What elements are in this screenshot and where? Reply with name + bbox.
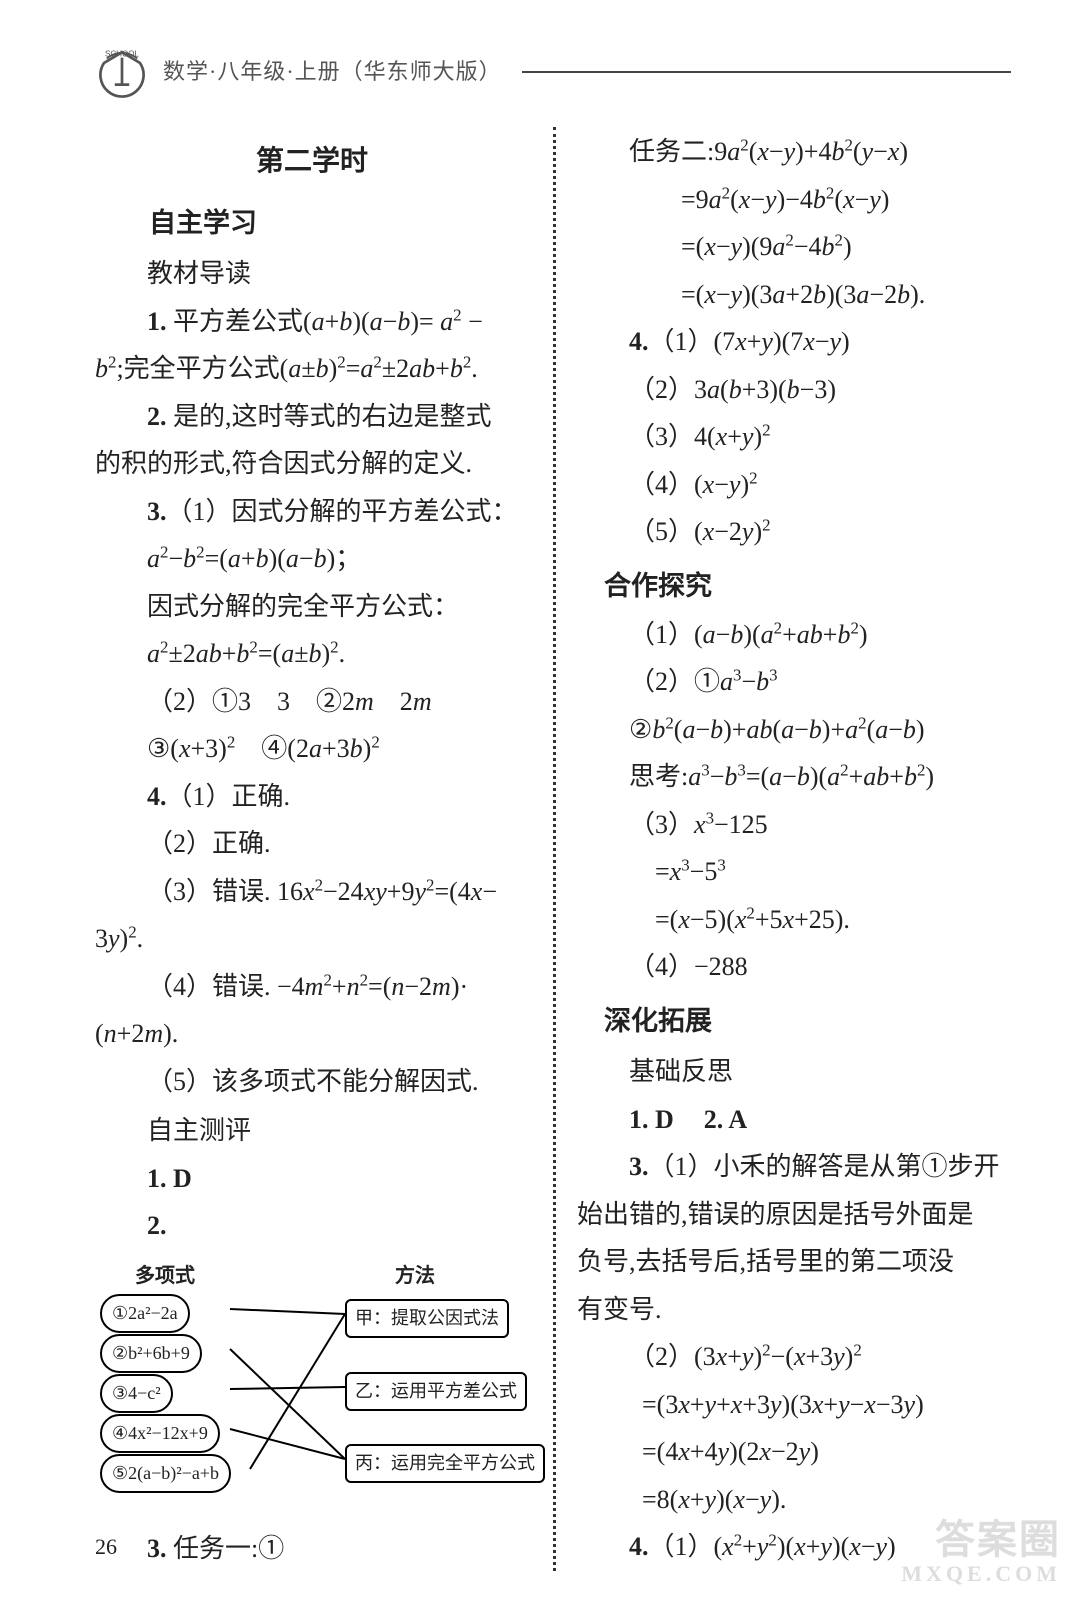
coop-3a: （3）x3−125 [577, 802, 1011, 848]
heading-textbook-guide: 教材导读 [95, 251, 529, 297]
selftest-1: 1. D [95, 1156, 529, 1202]
reflect-12: 1. D2. A [577, 1097, 1011, 1143]
item-3-34: ③(x+3)2 ④(2a+3b)2 [95, 726, 529, 772]
page: SCHOOL 数学·八年级·上册（华东师大版） 第二学时 自主学习 教材导读 1… [0, 0, 1081, 1600]
item-3-1: 3.（1）因式分解的平方差公式： [95, 489, 529, 535]
page-header: SCHOOL 数学·八年级·上册（华东师大版） [95, 45, 1011, 99]
task2-line1: 任务二:9a2(x−y)+4b2(y−x) [577, 129, 1011, 175]
task2-line2: =9a2(x−y)−4b2(x−y) [577, 177, 1011, 223]
item-4-2: （2）正确. [95, 821, 529, 867]
right-column: 任务二:9a2(x−y)+4b2(y−x) =9a2(x−y)−4b2(x−y)… [553, 127, 1011, 1571]
reflect-3g: =(4x+4y)(2x−2y) [577, 1429, 1011, 1475]
coop-3c: =(x−5)(x2+5x+25). [577, 897, 1011, 943]
column-divider [553, 127, 556, 1571]
method-1: 甲：提取公因式法 [345, 1299, 509, 1339]
left-column: 第二学时 自主学习 教材导读 1. 平方差公式(a+b)(a−b)= a2 − … [95, 127, 553, 1571]
item-4-3a: （3）错误. 16x2−24xy+9y2=(4x− [95, 869, 529, 915]
header-rule [522, 71, 1011, 73]
item-4-5: （5）该多项式不能分解因式. [95, 1059, 529, 1105]
reflect-3e: （2）(3x+y)2−(x+3y)2 [577, 1334, 1011, 1380]
heading-self-test: 自主测评 [95, 1108, 529, 1154]
diagram-right-header: 方法 [395, 1259, 435, 1294]
item-1-line2: b2;完全平方公式(a±b)2=a2±2ab+b2. [95, 346, 529, 392]
heading-basic-reflect: 基础反思 [577, 1049, 1011, 1095]
poly-5: ⑤2(a−b)²−a+b [100, 1454, 231, 1494]
watermark: 答案圈 MXQE.COM [901, 1518, 1061, 1586]
coop-2b: ②b2(a−b)+ab(a−b)+a2(a−b) [577, 707, 1011, 753]
reflect-3f: =(3x+y+x+3y)(3x+y−x−3y) [577, 1382, 1011, 1428]
heading-deepen: 深化拓展 [577, 998, 1011, 1045]
r4-4: （4）(x−y)2 [577, 462, 1011, 508]
matching-diagram: 多项式 方法 ①2a²−2a ②b²+6b+9 ③4−c² ④4x²−12x+9… [95, 1259, 525, 1524]
r4-2: （2）3a(b+3)(b−3) [577, 367, 1011, 413]
coop-1: （1）(a−b)(a2+ab+b2) [577, 612, 1011, 658]
poly-1: ①2a²−2a [100, 1294, 190, 1334]
poly-3: ③4−c² [100, 1374, 173, 1414]
formula-diff-squares: a2−b2=(a+b)(a−b)； [95, 536, 529, 582]
task2-line3: =(x−y)(9a2−4b2) [577, 224, 1011, 270]
item-3-2: （2）①3 3 ②2m 2m [95, 679, 529, 725]
lesson-title: 第二学时 [95, 137, 529, 186]
coop-2c: 思考:a3−b3=(a−b)(a2+ab+b2) [577, 754, 1011, 800]
reflect-3b: 始出错的,错误的原因是括号外面是 [577, 1192, 1011, 1238]
poly-4: ④4x²−12x+9 [100, 1414, 220, 1454]
selftest-3: 3. 任务一:① [95, 1526, 529, 1572]
watermark-main: 答案圈 [935, 1517, 1061, 1562]
reflect-3d: 有变号. [577, 1287, 1011, 1333]
item-4-4a: （4）错误. −4m2+n2=(n−2m)· [95, 964, 529, 1010]
content-columns: 第二学时 自主学习 教材导读 1. 平方差公式(a+b)(a−b)= a2 − … [95, 127, 1011, 1571]
coop-2a: （2）①a3−b3 [577, 659, 1011, 705]
coop-3b: =x3−53 [577, 849, 1011, 895]
poly-2: ②b²+6b+9 [100, 1334, 202, 1374]
reflect-3a: 3.（1）小禾的解答是从第①步开 [577, 1144, 1011, 1190]
r4-5: （5）(x−2y)2 [577, 509, 1011, 555]
item-1-line1: 1. 平方差公式(a+b)(a−b)= a2 − [95, 299, 529, 345]
heading-coop: 合作探究 [577, 563, 1011, 610]
item-4-1: 4.（1）正确. [95, 774, 529, 820]
formula-perfect-square: a2±2ab+b2=(a±b)2. [95, 631, 529, 677]
svg-text:SCHOOL: SCHOOL [105, 50, 140, 59]
item-2-line2: 的积的形式,符合因式分解的定义. [95, 441, 529, 487]
reflect-3c: 负号,去括号后,括号里的第二项没 [577, 1239, 1011, 1285]
school-logo-icon: SCHOOL [95, 45, 149, 99]
watermark-sub: MXQE.COM [901, 1562, 1061, 1586]
method-3: 丙：运用完全平方公式 [345, 1444, 545, 1484]
item-4-4b: (n+2m). [95, 1011, 529, 1057]
item-2-line1: 2. 是的,这时等式的右边是整式 [95, 394, 529, 440]
method-2: 乙：运用平方差公式 [345, 1372, 527, 1412]
reflect-3h: =8(x+y)(x−y). [577, 1477, 1011, 1523]
selftest-2: 2. [95, 1203, 529, 1249]
coop-4: （4）−288 [577, 944, 1011, 990]
item-3-1b: 因式分解的完全平方公式： [95, 584, 529, 630]
r4-1: 4.（1）(7x+y)(7x−y) [577, 319, 1011, 365]
heading-self-study: 自主学习 [95, 200, 529, 247]
diagram-left-header: 多项式 [135, 1259, 195, 1294]
r4-3: （3）4(x+y)2 [577, 414, 1011, 460]
page-number: 26 [95, 1528, 117, 1567]
task2-line4: =(x−y)(3a+2b)(3a−2b). [577, 272, 1011, 318]
header-title: 数学·八年级·上册（华东师大版） [163, 53, 502, 92]
item-4-3b: 3y)2. [95, 916, 529, 962]
